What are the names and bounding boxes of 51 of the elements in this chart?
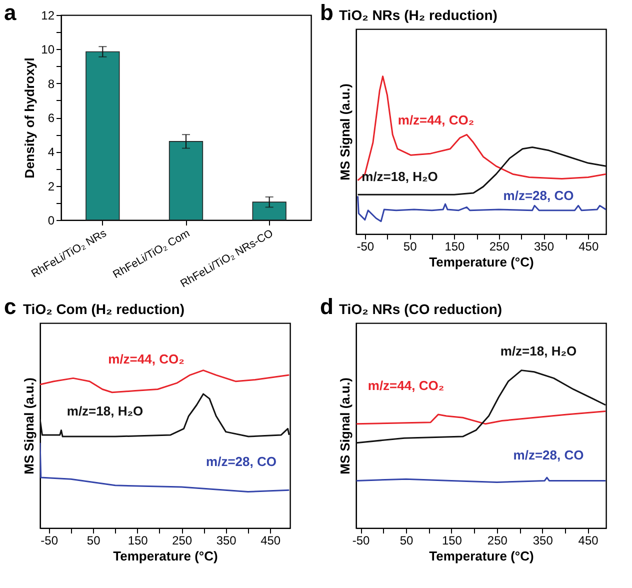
x-tick-label: 250 — [172, 534, 192, 548]
x-axis-title: Temperature (°C) — [429, 548, 534, 564]
bar — [168, 141, 204, 220]
x-tick-label: 350 — [532, 534, 554, 548]
x-tick-label: 150 — [444, 240, 466, 254]
series-label: m/z=44, CO₂ — [108, 351, 185, 366]
text: d — [320, 294, 334, 320]
x-axis-title: Temperature (°C) — [113, 548, 218, 564]
chart-title: TiO₂ NRs (H₂ reduction) — [339, 7, 498, 23]
x-tick-label: 50 — [403, 240, 418, 254]
x-tick-label: 350 — [216, 534, 237, 548]
y-axis-title: MS Signal (a.u.) — [338, 378, 352, 474]
text: c — [4, 294, 16, 320]
y-axis-title: Density of hydroxyl — [22, 58, 38, 178]
series-label: m/z=28, CO — [503, 188, 574, 204]
y-axis-title: MS Signal (a.u.) — [338, 84, 352, 180]
x-tick-label: 150 — [128, 534, 148, 548]
y-tick-label: 6 — [48, 111, 55, 125]
x-axis-title: Temperature (°C) — [429, 254, 534, 270]
chart-title: TiO₂ Com (H₂ reduction) — [23, 301, 185, 317]
chart-title: TiO₂ NRs (CO reduction) — [339, 301, 502, 317]
x-tick-label: -50 — [356, 240, 374, 254]
x-tick-label: 450 — [578, 534, 599, 548]
x-tick-label: 250 — [489, 240, 510, 254]
x-tick-label: 450 — [578, 240, 599, 254]
x-tick-label: -50 — [40, 534, 58, 548]
series-label: m/z=18, H₂O — [66, 403, 144, 418]
y-tick-label: 2 — [48, 179, 55, 194]
x-tick-label: 50 — [400, 534, 414, 548]
bar — [252, 202, 286, 220]
y-tick-label: 12 — [41, 8, 55, 22]
y-tick-label: 0 — [48, 214, 55, 228]
x-tick-label: 450 — [260, 534, 281, 548]
x-tick-label: 50 — [86, 534, 101, 548]
y-tick-label: 4 — [48, 145, 55, 160]
series-label: m/z=18, H₂O — [362, 169, 438, 184]
y-tick-label: 8 — [48, 76, 55, 91]
series-label: m/z=44, CO₂ — [398, 112, 474, 128]
x-tick-label: -50 — [352, 534, 370, 548]
x-tick-label: 150 — [442, 534, 462, 548]
y-tick-label: 10 — [41, 42, 55, 57]
series-label: m/z=28, CO — [206, 454, 276, 469]
series-label: m/z=18, H₂O — [500, 343, 577, 358]
bar — [86, 51, 120, 220]
series-label: m/z=44, CO₂ — [368, 378, 444, 394]
x-tick-label: 350 — [534, 240, 554, 254]
x-tick-label: 250 — [487, 534, 508, 548]
text: a — [4, 0, 16, 26]
text: b — [320, 0, 334, 26]
series-label: m/z=28, CO — [513, 447, 584, 462]
y-axis-title: MS Signal (a.u.) — [22, 378, 36, 474]
